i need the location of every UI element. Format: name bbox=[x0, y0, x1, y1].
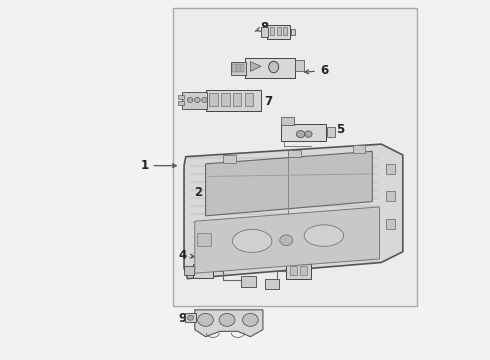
Bar bbox=[265, 279, 279, 289]
Text: 9: 9 bbox=[178, 311, 193, 325]
Bar bbox=[232, 64, 236, 72]
Bar bbox=[184, 266, 194, 275]
Polygon shape bbox=[205, 151, 372, 216]
Bar bbox=[281, 124, 326, 141]
Bar bbox=[233, 93, 242, 106]
Bar bbox=[182, 93, 207, 109]
Ellipse shape bbox=[269, 61, 279, 73]
Bar bbox=[178, 102, 184, 105]
Ellipse shape bbox=[201, 98, 207, 103]
Bar bbox=[231, 62, 245, 75]
Ellipse shape bbox=[304, 225, 343, 246]
Bar bbox=[242, 276, 256, 287]
Bar bbox=[353, 145, 365, 153]
Bar bbox=[178, 95, 184, 99]
Text: 2: 2 bbox=[195, 186, 218, 199]
Bar bbox=[173, 8, 417, 306]
Bar bbox=[196, 233, 211, 246]
Bar bbox=[209, 93, 218, 106]
Bar bbox=[185, 314, 196, 322]
Bar bbox=[283, 27, 287, 35]
Bar bbox=[295, 60, 304, 71]
Polygon shape bbox=[184, 144, 403, 279]
Bar bbox=[300, 266, 307, 275]
Ellipse shape bbox=[188, 315, 194, 320]
Ellipse shape bbox=[305, 131, 312, 137]
Ellipse shape bbox=[187, 98, 193, 103]
Bar bbox=[290, 266, 297, 275]
Bar bbox=[386, 220, 395, 229]
Bar bbox=[205, 90, 261, 111]
Ellipse shape bbox=[296, 131, 305, 138]
Text: 4: 4 bbox=[178, 249, 194, 262]
Ellipse shape bbox=[232, 229, 272, 252]
Polygon shape bbox=[195, 207, 379, 273]
Bar bbox=[276, 27, 281, 35]
Bar bbox=[267, 25, 290, 40]
Text: 3: 3 bbox=[319, 252, 341, 265]
Bar bbox=[223, 155, 236, 163]
Text: 6: 6 bbox=[305, 64, 328, 77]
Bar bbox=[193, 264, 213, 278]
Bar bbox=[386, 164, 395, 174]
Text: 8: 8 bbox=[255, 21, 269, 34]
Ellipse shape bbox=[195, 98, 200, 103]
Bar bbox=[221, 93, 230, 106]
Ellipse shape bbox=[280, 235, 293, 246]
Bar bbox=[286, 264, 311, 279]
Text: 5: 5 bbox=[323, 123, 344, 136]
Text: 7: 7 bbox=[253, 95, 272, 108]
Polygon shape bbox=[250, 62, 261, 71]
Bar bbox=[288, 149, 300, 157]
Text: 1: 1 bbox=[141, 159, 176, 172]
Bar bbox=[245, 93, 253, 106]
Ellipse shape bbox=[197, 314, 214, 326]
Bar bbox=[261, 27, 269, 37]
Bar bbox=[281, 117, 294, 125]
Ellipse shape bbox=[219, 314, 235, 326]
Bar bbox=[386, 191, 395, 201]
Bar bbox=[241, 64, 245, 72]
Bar bbox=[291, 29, 295, 35]
Polygon shape bbox=[195, 310, 263, 337]
Bar bbox=[245, 58, 295, 78]
Bar bbox=[270, 27, 274, 35]
Bar bbox=[327, 127, 335, 137]
Ellipse shape bbox=[243, 314, 258, 326]
Bar bbox=[237, 64, 240, 72]
